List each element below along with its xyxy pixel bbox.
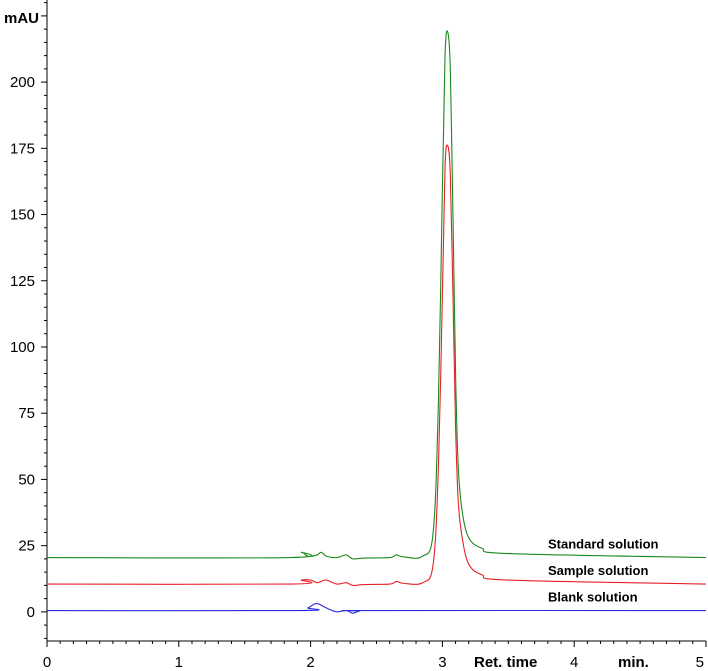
y-tick-label: 50 — [18, 471, 35, 488]
series-label-standard-solution: Standard solution — [548, 537, 659, 552]
x-axis-ticks: 0 1 2 3 4 5 — [43, 641, 707, 671]
series-line-standard-solution — [46, 30, 707, 560]
series-labels: Standard solution Sample solution Blank so… — [548, 537, 659, 605]
y-tick-label: 100 — [10, 339, 35, 356]
series-label-blank-solution: Blank solution — [548, 590, 638, 605]
y-tick-label: 150 — [10, 207, 35, 224]
x-tick-label: 4 — [570, 654, 578, 671]
series-line-blank-solution — [46, 602, 707, 614]
y-axis-label: mAU — [4, 10, 39, 27]
series-line-sample-solution — [46, 144, 707, 586]
y-tick-label: 0 — [27, 604, 35, 621]
y-tick-label: 125 — [10, 273, 35, 290]
y-tick-label: 175 — [10, 140, 35, 157]
x-tick-label: 3 — [438, 654, 446, 671]
x-axis-unit: min. — [618, 654, 649, 671]
x-axis-label: Ret. time — [474, 654, 537, 671]
x-tick-label: 1 — [175, 654, 183, 671]
x-tick-label: 0 — [43, 654, 51, 671]
series-label-sample-solution: Sample solution — [548, 563, 648, 578]
y-tick-label: 75 — [18, 405, 35, 422]
x-tick-label: 2 — [306, 654, 314, 671]
y-tick-label: 25 — [18, 538, 35, 555]
y-tick-label: 200 — [10, 74, 35, 91]
x-tick-label: 5 — [696, 654, 704, 671]
series-lines — [46, 30, 707, 614]
y-axis-ticks: 0 25 50 75 100 125 150 175 200 — [10, 2, 47, 639]
